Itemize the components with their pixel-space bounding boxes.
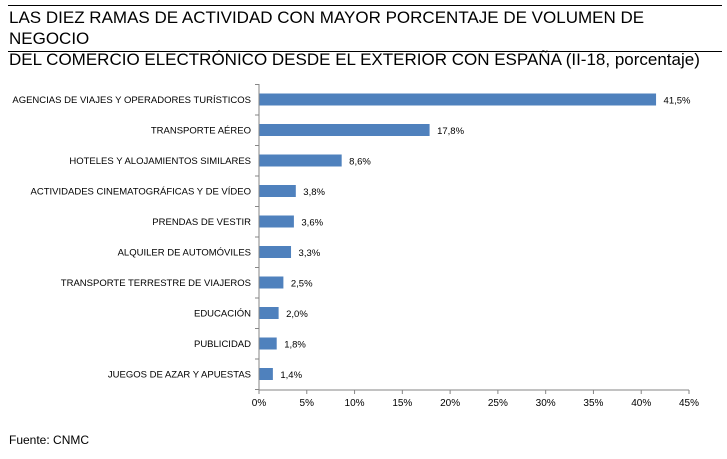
data-label: 2,5% [291,279,313,290]
bar [259,93,657,106]
x-tick-label: 35% [583,398,603,409]
x-tick-label: 25% [488,398,508,409]
bar [259,337,277,350]
data-label: 1,4% [280,370,302,381]
category-label: ALQUILER DE AUTOMÓVILES [118,248,251,259]
x-tick-label: 15% [392,398,412,409]
category-label: EDUCACIÓN [194,309,251,320]
category-label: TRANSPORTE AÉREO [151,126,251,137]
title-line-1: LAS DIEZ RAMAS DE ACTIVIDAD CON MAYOR PO… [9,8,645,48]
title-line-2: DEL COMERCIO ELECTRÓNICO DESDE EL EXTERI… [9,50,700,69]
category-label: PUBLICIDAD [194,339,251,350]
title-bottom-rule [8,51,722,52]
category-label: TRANSPORTE TERRESTRE DE VIAJEROS [61,278,251,289]
bar [259,124,430,136]
bar [259,246,292,258]
bar-chart: 0% 5% 10% 15% 20% 25% 30% 35% 40% 45% AGENCIAS DE … [12,84,699,409]
x-tick-label: 5% [300,398,315,409]
bar [259,215,294,228]
data-label: 1,8% [284,340,306,351]
x-tick-label: 20% [440,398,460,409]
category-label: HOTELES Y ALOJAMIENTOS SIMILARES [69,156,251,167]
data-label: 3,3% [299,248,321,259]
data-label: 2,0% [286,309,308,320]
data-label: 3,6% [301,218,323,229]
category-label: AGENCIAS DE VIAJES Y OPERADORES TURÍSTIC… [12,95,251,106]
data-label: 17,8% [437,126,464,137]
x-tick-label: 45% [679,398,699,409]
category-label: ACTIVIDADES CINEMATOGRÁFICAS Y DE VÍDEO [31,187,251,198]
category-label: JUEGOS DE AZAR Y APUESTAS [108,370,251,381]
bar [259,185,296,197]
x-tick-label: 40% [631,398,651,409]
bar [259,368,273,380]
chart-title: LAS DIEZ RAMAS DE ACTIVIDAD CON MAYOR PO… [9,7,723,70]
x-tick-label: 10% [345,398,365,409]
x-tick-label: 0% [252,398,267,409]
title-top-rule [8,5,722,6]
bar [259,154,342,167]
bar [259,307,279,319]
source-note: Fuente: CNMC [9,433,90,447]
category-label: PRENDAS DE VESTIR [152,217,251,228]
bar [259,276,284,289]
data-label: 8,6% [349,157,371,168]
x-tick-label: 30% [536,398,556,409]
data-label: 41,5% [664,96,691,107]
data-label: 3,8% [303,187,325,198]
